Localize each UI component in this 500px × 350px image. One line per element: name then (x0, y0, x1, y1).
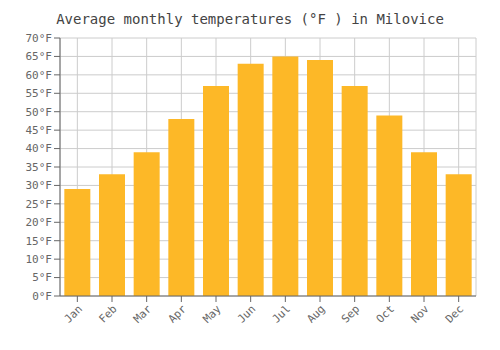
svg-text:70°F: 70°F (26, 32, 53, 45)
svg-text:May: May (200, 302, 224, 326)
svg-text:60°F: 60°F (26, 69, 53, 82)
svg-text:Apr: Apr (166, 302, 190, 326)
svg-text:10°F: 10°F (26, 253, 53, 266)
svg-text:5°F: 5°F (32, 271, 52, 284)
svg-text:Jan: Jan (62, 302, 85, 325)
svg-text:Nov: Nov (408, 302, 432, 326)
svg-text:50°F: 50°F (26, 106, 53, 119)
html-text:Average monthly temperatures (: Average monthly temperatures (°F ) in Mi… (56, 11, 444, 27)
svg-text:35°F: 35°F (26, 161, 53, 174)
svg-text:45°F: 45°F (26, 124, 53, 137)
svg-text:Mar: Mar (131, 302, 155, 326)
svg-text:55°F: 55°F (26, 87, 53, 100)
svg-text:15°F: 15°F (26, 235, 53, 248)
svg-text:Jun: Jun (235, 302, 258, 325)
svg-text:65°F: 65°F (26, 50, 53, 63)
svg-text:Jul: Jul (270, 302, 293, 325)
svg-text:40°F: 40°F (26, 142, 53, 155)
svg-text:Aug: Aug (304, 302, 327, 325)
svg-text:Sep: Sep (339, 302, 362, 325)
svg-text:Dec: Dec (443, 302, 466, 325)
svg-text:25°F: 25°F (26, 198, 53, 211)
svg-text:20°F: 20°F (26, 216, 53, 229)
svg-text:30°F: 30°F (26, 179, 53, 192)
svg-text:Oct: Oct (374, 302, 397, 325)
svg-text:0°F: 0°F (32, 290, 52, 303)
svg-text:Feb: Feb (96, 302, 119, 325)
